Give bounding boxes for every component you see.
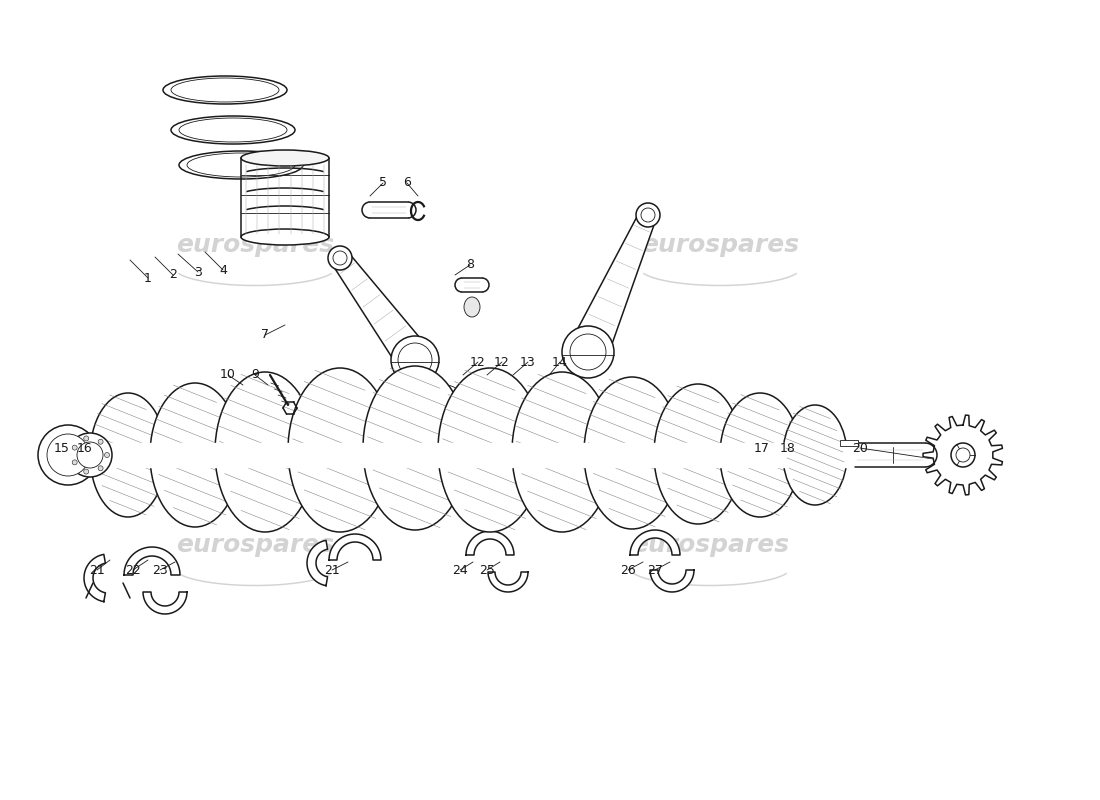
- Polygon shape: [329, 534, 381, 560]
- Text: 26: 26: [620, 563, 636, 577]
- Text: 1: 1: [144, 271, 152, 285]
- Polygon shape: [650, 570, 694, 592]
- Text: 4: 4: [219, 263, 227, 277]
- Ellipse shape: [241, 150, 329, 166]
- Circle shape: [570, 334, 606, 370]
- Circle shape: [328, 246, 352, 270]
- Circle shape: [47, 434, 89, 476]
- Circle shape: [641, 208, 654, 222]
- Polygon shape: [923, 415, 1002, 495]
- Ellipse shape: [512, 372, 612, 532]
- Text: 9: 9: [251, 369, 258, 382]
- Polygon shape: [570, 211, 657, 360]
- Text: 12: 12: [494, 355, 510, 369]
- Circle shape: [39, 425, 98, 485]
- Ellipse shape: [654, 384, 743, 524]
- Text: 7: 7: [261, 329, 270, 342]
- Circle shape: [73, 460, 77, 465]
- Polygon shape: [466, 531, 514, 555]
- Circle shape: [333, 251, 346, 265]
- Ellipse shape: [783, 405, 847, 505]
- Polygon shape: [307, 540, 328, 586]
- Ellipse shape: [179, 118, 287, 142]
- Text: 14: 14: [552, 355, 568, 369]
- Text: 17: 17: [755, 442, 770, 454]
- Circle shape: [84, 469, 89, 474]
- Circle shape: [104, 453, 110, 458]
- Circle shape: [952, 443, 975, 467]
- Text: eurospares: eurospares: [176, 533, 334, 557]
- Text: 18: 18: [780, 442, 796, 454]
- Text: 6: 6: [403, 177, 411, 190]
- Text: eurospares: eurospares: [631, 533, 789, 557]
- Text: 3: 3: [194, 266, 202, 278]
- Ellipse shape: [179, 151, 302, 179]
- Circle shape: [68, 433, 112, 477]
- Ellipse shape: [720, 393, 800, 517]
- Ellipse shape: [438, 368, 542, 532]
- Circle shape: [562, 326, 614, 378]
- Polygon shape: [143, 592, 187, 614]
- Circle shape: [98, 466, 103, 470]
- Ellipse shape: [163, 76, 287, 104]
- Text: 10: 10: [220, 369, 235, 382]
- Text: 25: 25: [480, 563, 495, 577]
- Text: 21: 21: [324, 563, 340, 577]
- Text: 27: 27: [647, 563, 663, 577]
- Ellipse shape: [288, 368, 392, 532]
- Text: eurospares: eurospares: [176, 233, 334, 257]
- Circle shape: [956, 448, 970, 462]
- Text: eurospares: eurospares: [641, 233, 799, 257]
- Polygon shape: [124, 547, 180, 575]
- Text: 13: 13: [520, 355, 536, 369]
- Ellipse shape: [170, 78, 279, 102]
- Polygon shape: [388, 383, 432, 405]
- Ellipse shape: [464, 297, 480, 317]
- Polygon shape: [332, 252, 429, 370]
- Circle shape: [98, 439, 103, 444]
- Text: 23: 23: [152, 563, 168, 577]
- Ellipse shape: [187, 153, 295, 177]
- Text: 12: 12: [470, 355, 486, 369]
- Text: 8: 8: [466, 258, 474, 271]
- Circle shape: [77, 442, 103, 468]
- Circle shape: [73, 445, 77, 450]
- Polygon shape: [630, 530, 680, 555]
- Circle shape: [636, 203, 660, 227]
- Ellipse shape: [584, 377, 680, 529]
- Text: 15: 15: [54, 442, 70, 454]
- Ellipse shape: [241, 229, 329, 245]
- Polygon shape: [425, 408, 465, 428]
- Ellipse shape: [363, 366, 468, 530]
- Circle shape: [84, 436, 89, 441]
- Text: 20: 20: [852, 442, 868, 454]
- Text: 24: 24: [452, 563, 468, 577]
- Text: 2: 2: [169, 269, 177, 282]
- Ellipse shape: [214, 372, 315, 532]
- Text: 21: 21: [89, 563, 104, 577]
- Ellipse shape: [150, 383, 240, 527]
- Ellipse shape: [170, 116, 295, 144]
- Circle shape: [390, 336, 439, 384]
- Ellipse shape: [90, 393, 166, 517]
- Text: 5: 5: [379, 177, 387, 190]
- Circle shape: [398, 343, 432, 377]
- Text: 16: 16: [77, 442, 92, 454]
- Polygon shape: [488, 572, 528, 592]
- Polygon shape: [425, 385, 465, 405]
- Text: 22: 22: [125, 563, 141, 577]
- Polygon shape: [388, 408, 432, 430]
- Bar: [840, 440, 858, 446]
- Polygon shape: [84, 554, 106, 602]
